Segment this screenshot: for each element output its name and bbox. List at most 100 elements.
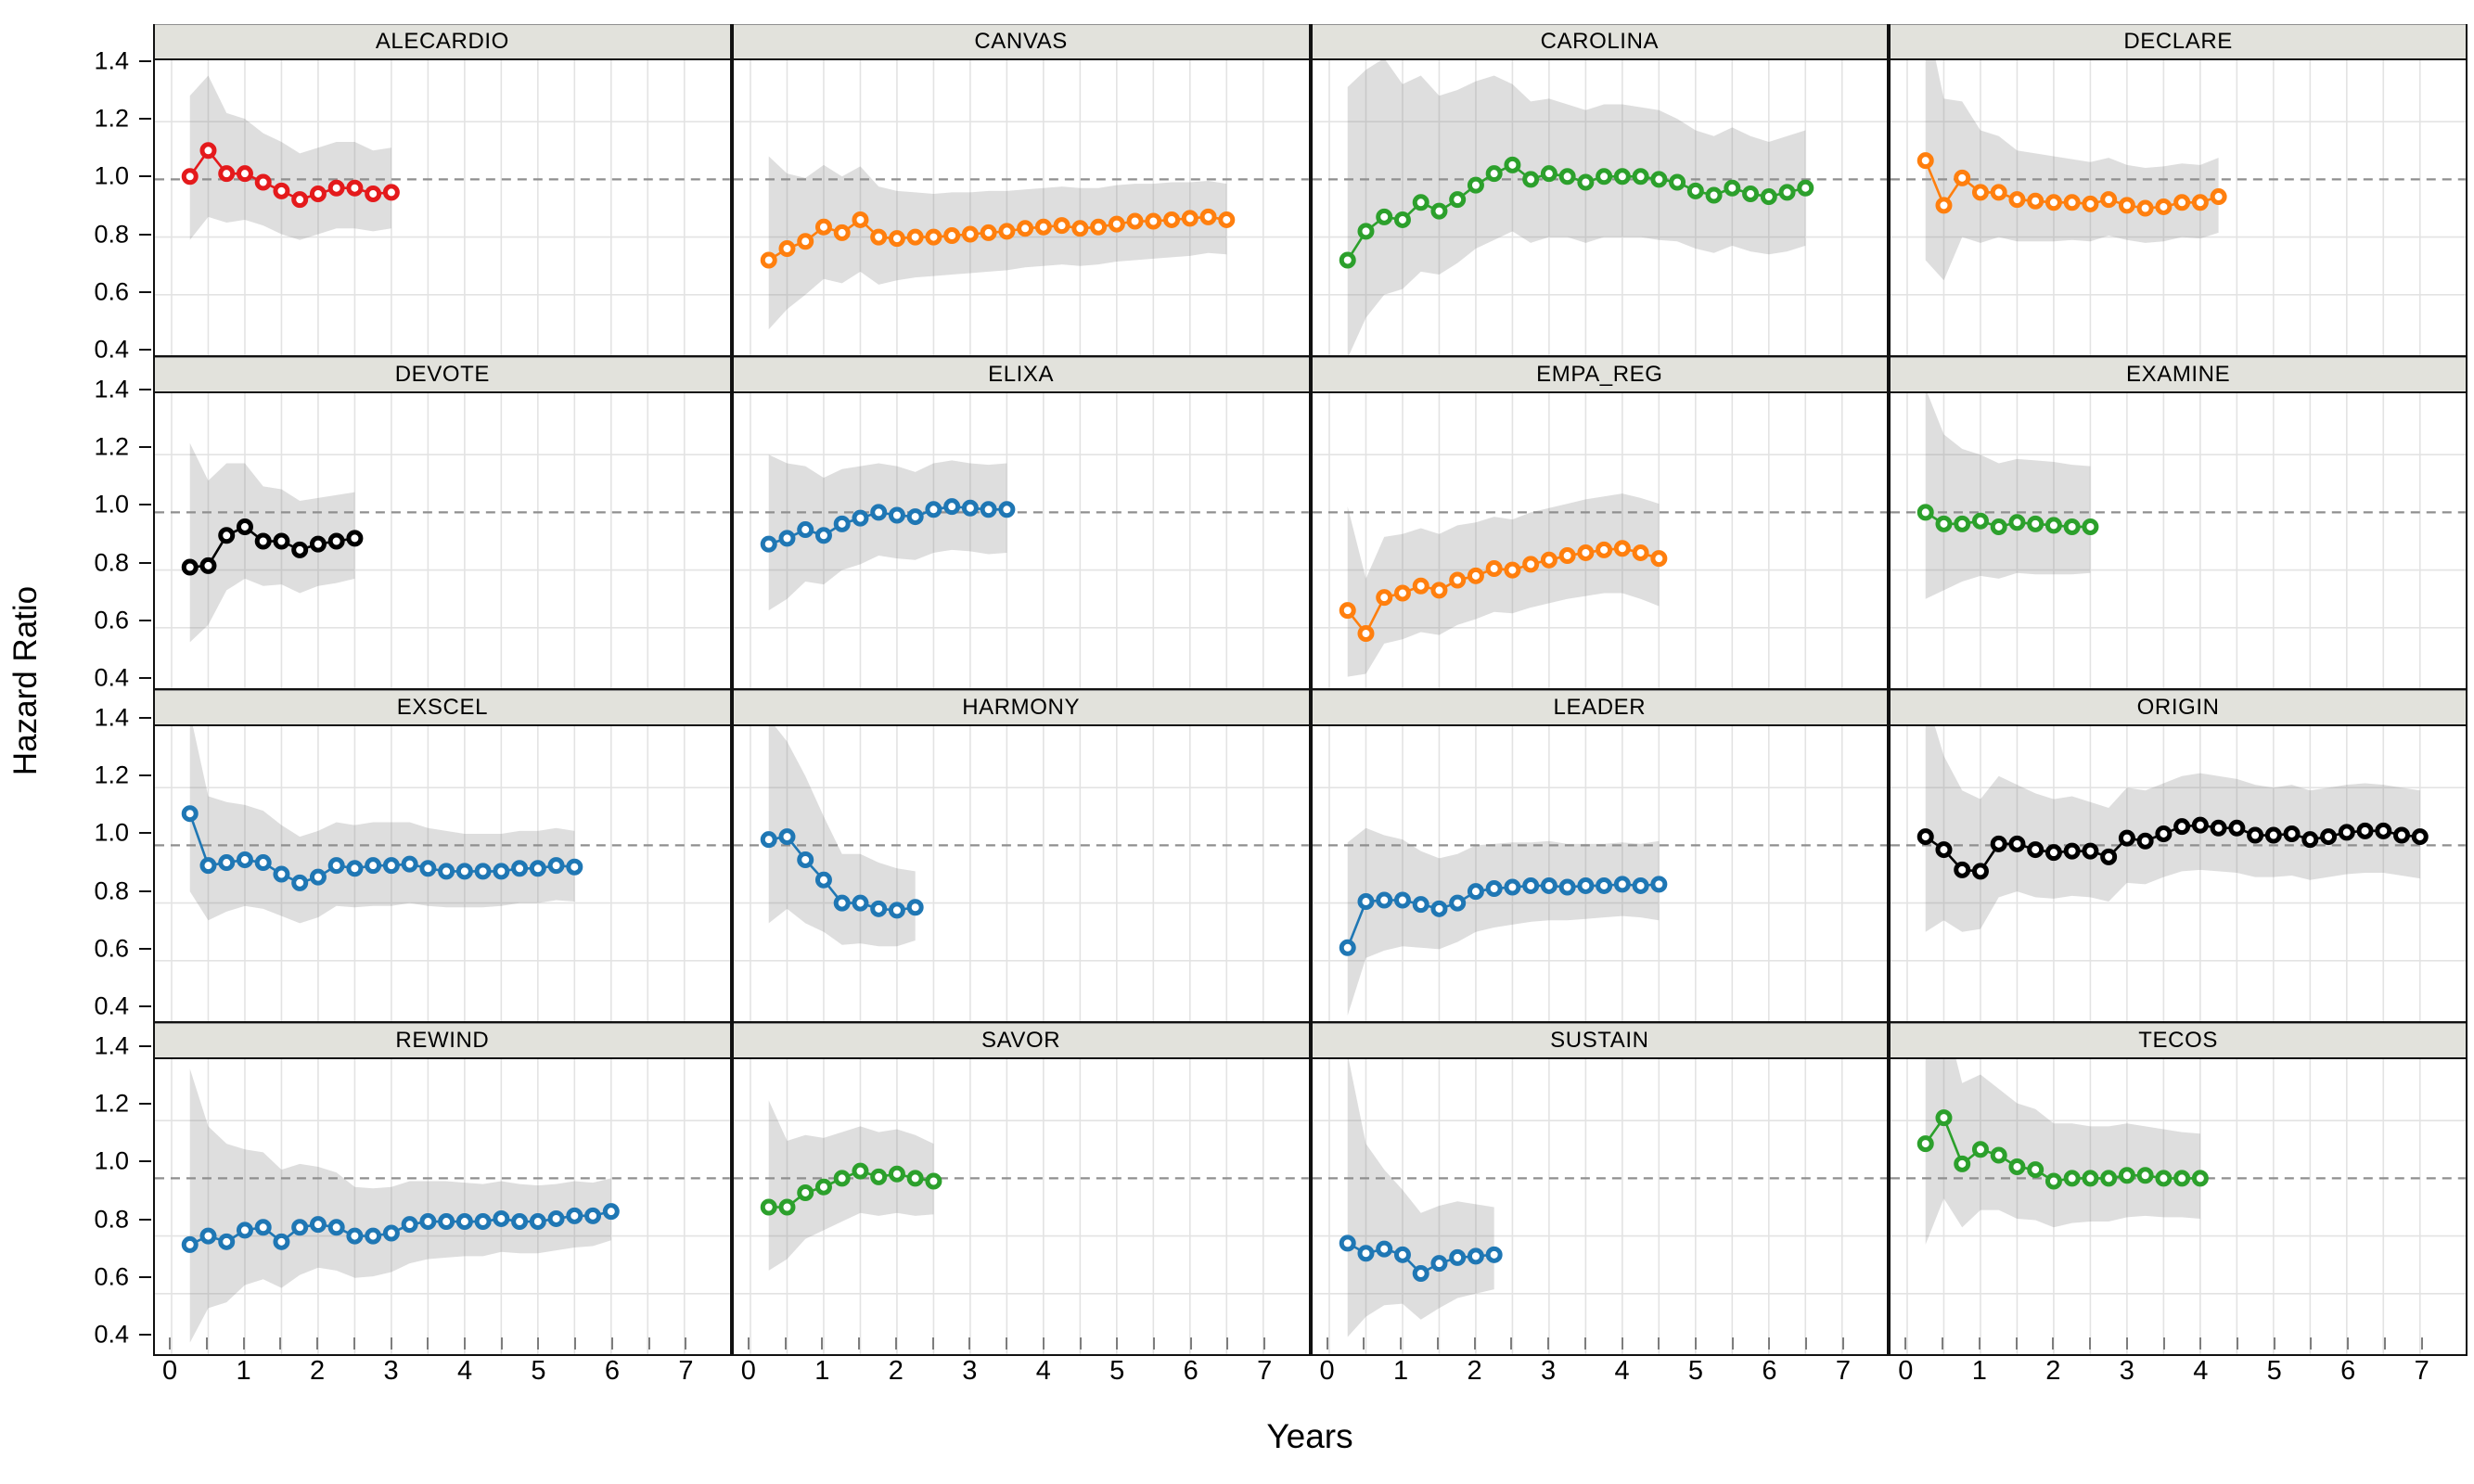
y-tick-label: 0.8 xyxy=(94,548,129,577)
y-tick-label: 1.4 xyxy=(94,1031,129,1060)
facet-chart xyxy=(155,1059,730,1354)
x-tick-mark xyxy=(1694,1337,1697,1350)
x-axis-facet-segment: 0 1 2 3 4 5 6 7 xyxy=(153,1337,732,1402)
facet-title: HARMONY xyxy=(733,690,1309,726)
facet-plot-area xyxy=(155,726,730,1023)
y-tick-mark xyxy=(139,1275,151,1278)
x-tick-mark xyxy=(1400,1337,1403,1350)
facet-panel-alecardio: ALECARDIO xyxy=(153,24,732,357)
x-tick-label: 1 xyxy=(236,1356,251,1386)
y-tick-label: 1.2 xyxy=(94,1089,129,1118)
x-tick-label: 6 xyxy=(604,1356,621,1386)
facet-plot-area xyxy=(1891,726,2466,1023)
facet-title: DECLARE xyxy=(1891,24,2466,60)
y-tick-mark xyxy=(139,175,151,178)
facet-panel-canvas: CANVAS xyxy=(731,24,1311,357)
x-tick-mark xyxy=(2310,1337,2313,1350)
x-tick-mark xyxy=(464,1337,467,1350)
x-tick-label: 4 xyxy=(456,1356,473,1386)
x-tick-label: 2 xyxy=(2045,1356,2061,1386)
x-tick-mark xyxy=(1363,1337,1365,1350)
y-tick-mark xyxy=(139,889,151,892)
y-tick-label: 1.2 xyxy=(94,104,129,133)
x-tick-label: 5 xyxy=(531,1356,546,1386)
facet-panel-harmony: HARMONY xyxy=(731,690,1311,1023)
facet-panel-tecos: TECOS xyxy=(1889,1023,2468,1356)
y-tick-label: 0.4 xyxy=(94,335,129,364)
x-axis-facet-segment: 0 1 2 3 4 5 6 7 xyxy=(1311,1337,1890,1402)
x-tick-label: 3 xyxy=(1540,1356,1557,1386)
x-tick-label: 3 xyxy=(383,1356,399,1386)
x-tick-mark xyxy=(1731,1337,1734,1350)
facet-chart xyxy=(155,726,730,1021)
facet-chart xyxy=(155,393,730,688)
y-tick-mark xyxy=(139,619,151,621)
facet-plot-area xyxy=(1312,60,1888,357)
facet-plot-area xyxy=(1312,1059,1888,1356)
y-tick-mark xyxy=(139,1045,151,1047)
facet-chart xyxy=(1891,60,2466,355)
facet-title: ELIXA xyxy=(733,357,1309,393)
facet-plot-area xyxy=(1891,393,2466,690)
x-tick-label: 6 xyxy=(1183,1356,1199,1386)
x-tick-label: 7 xyxy=(2414,1356,2429,1386)
x-tick-label: 7 xyxy=(1257,1356,1273,1386)
x-tick-label: 5 xyxy=(1109,1356,1125,1386)
x-tick-mark xyxy=(1473,1337,1476,1350)
y-tick-label: 1.4 xyxy=(94,375,129,403)
x-tick-mark xyxy=(1805,1337,1808,1350)
facet-chart xyxy=(1312,393,1888,688)
y-tick-label: 1.2 xyxy=(94,761,129,789)
y-tick-label: 0.6 xyxy=(94,1262,129,1291)
y-tick-label: 0.4 xyxy=(94,663,129,692)
x-tick-mark xyxy=(353,1337,355,1350)
x-tick-mark xyxy=(2052,1337,2055,1350)
facet-chart xyxy=(1891,393,2466,688)
facet-panel-empa_reg: EMPA_REG xyxy=(1310,357,1890,690)
y-tick-label: 1.0 xyxy=(94,490,129,518)
x-tick-mark xyxy=(316,1337,319,1350)
x-axis-title: Years xyxy=(1266,1417,1353,1455)
x-tick-label: 2 xyxy=(888,1356,904,1386)
x-tick-mark xyxy=(2347,1337,2350,1350)
y-tick-mark xyxy=(139,1334,151,1336)
x-tick-label: 5 xyxy=(1687,1356,1704,1386)
x-tick-mark xyxy=(1326,1337,1328,1350)
facet-plot-area xyxy=(733,60,1309,357)
y-tick-label: 0.6 xyxy=(94,606,129,634)
facet-chart xyxy=(733,726,1309,1021)
facet-chart xyxy=(1312,1059,1888,1354)
x-tick-mark xyxy=(427,1337,429,1350)
x-tick-mark xyxy=(821,1337,824,1350)
x-tick-mark xyxy=(784,1337,787,1350)
x-tick-mark xyxy=(1226,1337,1229,1350)
y-tick-mark xyxy=(139,774,151,777)
facet-title: SAVOR xyxy=(733,1023,1309,1059)
x-tick-mark xyxy=(1189,1337,1192,1350)
facet-title: DEVOTE xyxy=(155,357,730,393)
x-axis-facet-segment: 0 1 2 3 4 5 6 7 xyxy=(1889,1337,2468,1402)
x-axis-facet-segment: 0 1 2 3 4 5 6 7 xyxy=(732,1337,1311,1402)
x-tick-mark xyxy=(1904,1337,1907,1350)
y-tick-mark xyxy=(139,561,151,564)
x-tick-mark xyxy=(2015,1337,2018,1350)
facet-plot-area xyxy=(1312,393,1888,690)
x-tick-label: 0 xyxy=(740,1356,756,1386)
facet-title: ALECARDIO xyxy=(155,24,730,60)
x-tick-mark xyxy=(685,1337,687,1350)
y-tick-mark xyxy=(139,1160,151,1163)
y-tick-label: 1.0 xyxy=(94,161,129,190)
x-tick-mark xyxy=(1621,1337,1623,1350)
facet-panel-carolina: CAROLINA xyxy=(1310,24,1890,357)
facet-plot-area xyxy=(155,393,730,690)
facet-plot-area xyxy=(155,60,730,357)
x-tick-mark xyxy=(1942,1337,1944,1350)
x-tick-label: 2 xyxy=(1467,1356,1482,1386)
facet-panel-exscel: EXSCEL xyxy=(153,690,732,1023)
facet-plot-area xyxy=(733,726,1309,1023)
facet-panel-elixa: ELIXA xyxy=(731,357,1311,690)
facet-title: LEADER xyxy=(1312,690,1888,726)
x-tick-label: 1 xyxy=(1971,1356,1987,1386)
x-tick-label: 2 xyxy=(309,1356,326,1386)
